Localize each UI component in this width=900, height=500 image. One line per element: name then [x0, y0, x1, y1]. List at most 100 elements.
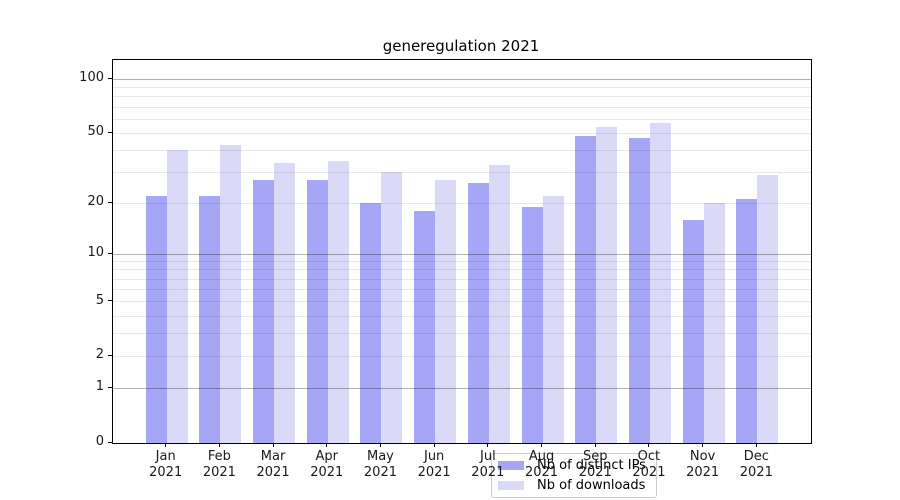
y-tick-label: 100	[79, 70, 104, 86]
y-gridline-major	[113, 387, 811, 389]
bar-downloads	[596, 127, 618, 443]
bar-distinct-ips	[467, 183, 489, 443]
x-tick-label: Jul 2021	[458, 449, 518, 481]
x-tick-mark	[165, 443, 167, 447]
x-tick-label-month: Feb	[207, 449, 231, 464]
x-tick-mark	[541, 443, 543, 447]
legend-label: Nb of downloads	[537, 477, 646, 493]
legend-item: Nb of distinct IPs	[498, 458, 650, 474]
x-tick-mark	[594, 443, 596, 447]
y-gridline-major	[113, 253, 811, 255]
bar-distinct-ips	[199, 195, 221, 443]
y-tick-mark	[108, 386, 112, 388]
legend: Nb of distinct IPs Nb of downloads	[491, 453, 657, 498]
plot-area: Nb of distinct IPs Nb of downloads	[112, 59, 812, 498]
x-tick-label-month: Sep	[582, 449, 608, 464]
x-tick-label: Mar 2021	[243, 449, 303, 481]
y-gridline-minor	[113, 269, 811, 271]
x-tick-mark	[218, 443, 220, 447]
x-tick-mark	[648, 443, 650, 447]
x-tick-mark	[326, 443, 328, 447]
bar-distinct-ips	[575, 136, 597, 443]
x-tick-label-month: Jul	[480, 449, 496, 464]
bar-downloads	[488, 165, 510, 443]
y-tick-label: 0	[95, 434, 104, 449]
y-gridline-minor	[113, 278, 811, 280]
y-tick-label: 10	[87, 245, 104, 261]
y-gridline-minor	[113, 149, 811, 151]
x-tick-label-month: Dec	[743, 449, 769, 464]
y-tick-label: 20	[87, 194, 104, 210]
x-tick-label-month: Apr	[315, 449, 339, 464]
bar-downloads	[327, 160, 349, 443]
x-tick-label-year: 2021	[578, 465, 612, 480]
x-tick-label: Apr 2021	[297, 449, 357, 481]
bar-downloads	[703, 203, 725, 443]
x-tick-label: Feb 2021	[189, 449, 249, 481]
y-gridline-minor	[113, 289, 811, 291]
x-tick-mark	[487, 443, 489, 447]
y-gridline-minor	[113, 202, 811, 204]
legend-item: Nb of downloads	[498, 478, 650, 494]
legend-swatch-downloads	[498, 480, 524, 490]
y-tick-mark	[108, 252, 112, 254]
x-tick-label: Nov 2021	[673, 449, 733, 481]
y-gridline-minor	[113, 106, 811, 108]
y-gridline-minor	[113, 355, 811, 357]
y-tick-label: 1	[95, 379, 104, 395]
y-tick-label: 50	[87, 124, 104, 140]
legend-label: Nb of distinct IPs	[537, 458, 646, 474]
x-tick-label-month: Aug	[528, 449, 555, 464]
x-tick-label: Aug 2021	[512, 449, 572, 481]
x-tick-label-year: 2021	[471, 465, 505, 480]
bar-distinct-ips	[628, 137, 650, 443]
x-tick-label: May 2021	[350, 449, 410, 481]
bar-distinct-ips	[253, 180, 275, 443]
y-gridline-minor	[113, 333, 811, 335]
bar-distinct-ips	[414, 210, 436, 443]
y-gridline-minor	[113, 315, 811, 317]
y-gridline-major	[113, 78, 811, 80]
bar-distinct-ips	[306, 180, 328, 443]
x-tick-label: Oct 2021	[619, 449, 679, 481]
x-tick-label-year: 2021	[632, 465, 666, 480]
bar-downloads	[649, 123, 671, 443]
bar-distinct-ips	[145, 195, 167, 443]
y-gridline-minor	[113, 132, 811, 134]
y-tick-mark	[108, 77, 112, 79]
x-tick-label-year: 2021	[310, 465, 344, 480]
x-tick-label-month: Jan	[155, 449, 176, 464]
y-tick-label: 2	[95, 347, 104, 363]
y-gridline-minor	[113, 87, 811, 88]
x-tick-label-year: 2021	[256, 465, 290, 480]
bar-downloads	[220, 144, 242, 443]
y-tick-mark	[108, 201, 112, 203]
x-tick-mark	[755, 443, 757, 447]
x-tick-label-year: 2021	[417, 465, 451, 480]
x-tick-label-year: 2021	[524, 465, 559, 480]
y-tick-label: 5	[95, 292, 104, 308]
x-tick-label-year: 2021	[739, 465, 773, 480]
x-tick-label-month: Nov	[689, 449, 716, 464]
y-tick-mark	[108, 300, 112, 302]
y-gridline-minor	[113, 118, 811, 120]
x-tick-label: Sep 2021	[565, 449, 625, 481]
x-tick-mark	[433, 443, 435, 447]
x-tick-label-month: May	[367, 449, 394, 464]
y-gridline-minor	[113, 171, 811, 173]
x-tick-label-month: Oct	[637, 449, 661, 464]
bar-downloads	[435, 180, 457, 443]
x-tick-mark	[702, 443, 704, 447]
x-tick-label-year: 2021	[686, 465, 720, 480]
x-tick-label-year: 2021	[363, 465, 397, 480]
bar-downloads	[381, 172, 403, 443]
y-gridline-minor	[113, 96, 811, 98]
bar-distinct-ips	[360, 203, 382, 443]
x-tick-label-month: Mar	[260, 449, 286, 464]
x-tick-mark	[272, 443, 274, 447]
x-tick-mark	[379, 443, 381, 447]
bar-distinct-ips	[521, 206, 543, 443]
x-tick-label-year: 2021	[202, 465, 236, 480]
legend-swatch-distinct-ips	[498, 461, 524, 471]
